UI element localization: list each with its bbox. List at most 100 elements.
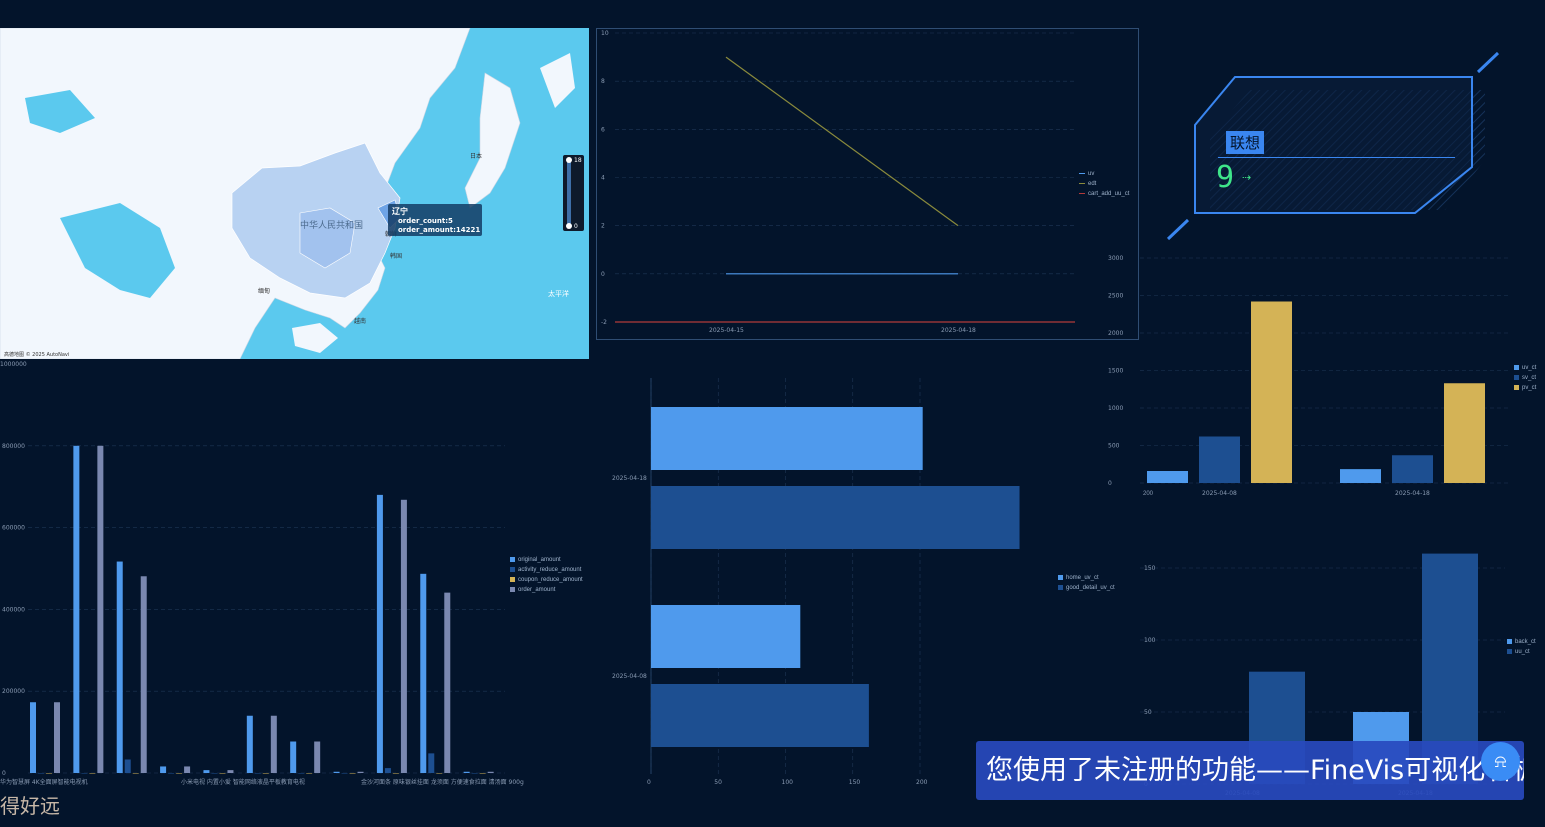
bar-original_amount <box>160 766 167 773</box>
y-tick-label: 2 <box>601 223 605 230</box>
map-canvas[interactable]: 中华人民共和国 朝鲜 韩国 日本 太平洋 缅甸 越南 辽宁 order_coun… <box>0 28 589 359</box>
line-chart-lines <box>615 56 1075 323</box>
bar-uv_ct <box>1147 471 1188 483</box>
bar-activity_reduce_amount <box>384 768 391 773</box>
legend-item-coupon-reduce[interactable]: coupon_reduce_amount <box>510 575 583 585</box>
bar-activity_reduce_amount <box>124 759 131 773</box>
bar-original_amount <box>420 573 427 773</box>
y-tick-label: 3000 <box>1108 255 1123 262</box>
unregistered-feature-banner[interactable]: 您使用了未注册的功能——FineVis可视化看板 <box>976 741 1524 800</box>
bar-uv-svg: 3000 2500 2000 1500 1000 500 0 2025-04-08 2025… <box>1108 255 1510 497</box>
bar-order_amount <box>357 771 364 773</box>
y-tick-label: 10 <box>601 30 609 37</box>
kpi-frame <box>1166 51 1500 241</box>
china-central-region[interactable] <box>299 207 356 269</box>
kpi-divider <box>1218 157 1455 158</box>
legend-item-order-amount[interactable]: order_amount <box>510 585 583 595</box>
bar-order_amount <box>54 702 60 773</box>
bar-uv-legend[interactable]: uv_ct sv_ct pv_ct <box>1514 363 1536 393</box>
japan-landmass <box>464 72 521 209</box>
line-chart-grid: 10 8 6 4 2 0 -2 <box>601 30 1075 326</box>
bar-original_amount <box>333 771 340 773</box>
hbar-good_detail_uv_ct <box>651 684 869 747</box>
legend-item-uu-ct[interactable]: uu_ct <box>1507 647 1536 657</box>
bar-activity_reduce_amount <box>254 773 261 774</box>
arabian-sea <box>60 203 175 298</box>
bar-back-legend[interactable]: back_ct uu_ct <box>1507 637 1536 657</box>
hbar-svg: 0 50 100 150 200 2025-04-18 2025-04-08 <box>612 378 1020 786</box>
line-chart-xticks: 2025-04-15 2025-04-18 <box>709 327 976 334</box>
x-tick-label: 50 <box>714 779 722 786</box>
bar-activity_reduce_amount <box>211 773 218 774</box>
tooltip-row-count: order_count:5 <box>398 217 453 225</box>
legend-item-original-amount[interactable]: original_amount <box>510 555 583 565</box>
bar-main-x-label-1: 华为智慧屏 4K全面屏智能电视机 <box>0 778 88 786</box>
bar-main-legend[interactable]: original_amount activity_reduce_amount c… <box>510 555 583 595</box>
kpi-title: 联想 <box>1226 131 1265 154</box>
y-tick-label: 150 <box>1144 565 1156 572</box>
bar-uv_ct <box>1340 469 1381 483</box>
legend-item-uv-ct[interactable]: uv_ct <box>1514 363 1536 373</box>
hbar-legend[interactable]: home_uv_ct good_detail_uv_ct <box>1058 573 1115 593</box>
bar-order_amount <box>270 715 277 773</box>
bar-pv_ct <box>1444 383 1485 483</box>
y-tick-label: 500 <box>1108 443 1120 450</box>
y-tick-label: 1000 <box>1108 405 1123 412</box>
bell-icon[interactable]: ⍾ <box>1481 742 1520 781</box>
bar-original_amount <box>290 741 297 773</box>
china-map-panel[interactable]: 中华人民共和国 朝鲜 韩国 日本 太平洋 缅甸 越南 辽宁 order_coun… <box>0 28 589 359</box>
y-tick-label: 1500 <box>1108 368 1123 375</box>
legend-item-pv-ct[interactable]: pv_ct <box>1514 383 1536 393</box>
bar-main-x-label-2: 小米电视 内置小爱 智能网络液晶平板教育电视 <box>181 778 305 786</box>
y-tick-label: 0 <box>601 271 605 278</box>
y-tick-label: 600000 <box>2 525 25 532</box>
hbar-home_uv_ct <box>651 407 923 470</box>
line-chart-legend[interactable]: uv edt cart_add_uu_ct <box>1079 169 1129 199</box>
bar-activity_reduce_amount <box>81 773 88 774</box>
map-tooltip: 辽宁 order_count:5 order_amount:14221 <box>388 204 482 236</box>
bar-order_amount <box>140 576 147 773</box>
legend-item-good-detail-uv[interactable]: good_detail_uv_ct <box>1058 583 1115 593</box>
bar-coupon_reduce_amount <box>436 773 443 774</box>
slider-handle-max[interactable] <box>566 157 572 163</box>
y-tick-label: 400000 <box>2 606 25 613</box>
bar-original_amount <box>246 715 253 773</box>
tooltip-row-amount: order_amount:14221 <box>398 226 480 234</box>
southeast-asia <box>292 323 338 353</box>
kamchatka <box>540 53 575 108</box>
inland-sea <box>25 90 95 133</box>
bar-pv_ct <box>1251 301 1292 483</box>
slider-handle-min[interactable] <box>566 223 572 229</box>
bar-coupon_reduce_amount <box>176 773 183 774</box>
bar-coupon_reduce_amount <box>306 773 313 774</box>
bar-sv_ct <box>1392 455 1433 483</box>
kpi-card: 联想 9 ⇢ <box>1160 45 1505 245</box>
visual-map-slider[interactable]: 18 0 <box>563 155 584 231</box>
legend-item-cart-add[interactable]: cart_add_uu_ct <box>1079 189 1129 199</box>
legend-item-uv[interactable]: uv <box>1079 169 1129 179</box>
y-tick-label: 6 <box>601 126 605 133</box>
uv-sv-pv-bar-chart: 3000 2500 2000 1500 1000 500 0 2025-04-08 2025… <box>1100 250 1545 505</box>
y-tick-label: 800000 <box>2 443 25 450</box>
line-chart-svg: 10 8 6 4 2 0 -2 2025-04-15 2025-04-18 <box>601 30 1075 334</box>
legend-item-back-ct[interactable]: back_ct <box>1507 637 1536 647</box>
label-south-korea: 韩国 <box>390 252 402 260</box>
label-pacific: 太平洋 <box>548 289 569 298</box>
legend-item-edt[interactable]: edt <box>1079 179 1129 189</box>
x-tick-label: 0 <box>647 779 651 786</box>
legend-item-home-uv[interactable]: home_uv_ct <box>1058 573 1115 583</box>
bar-uv-x-label-2: 2025-04-18 <box>1395 490 1430 497</box>
x-tick-label: 100 <box>782 779 794 786</box>
legend-item-sv-ct[interactable]: sv_ct <box>1514 373 1536 383</box>
y-tick-label: 0 <box>2 770 6 777</box>
y-tick-label: 100 <box>1144 637 1156 644</box>
hbar-y-label-2: 2025-04-08 <box>612 673 647 680</box>
marquee-text: 得好远 <box>0 794 60 818</box>
legend-item-activity-reduce[interactable]: activity_reduce_amount <box>510 565 583 575</box>
label-vietnam: 越南 <box>354 317 366 325</box>
x-tick-label: 200 <box>916 779 928 786</box>
bar-coupon_reduce_amount <box>89 773 96 774</box>
y-tick-label: -2 <box>601 319 607 326</box>
bar-order_amount <box>487 771 494 773</box>
y-tick-label: 4 <box>601 175 605 182</box>
